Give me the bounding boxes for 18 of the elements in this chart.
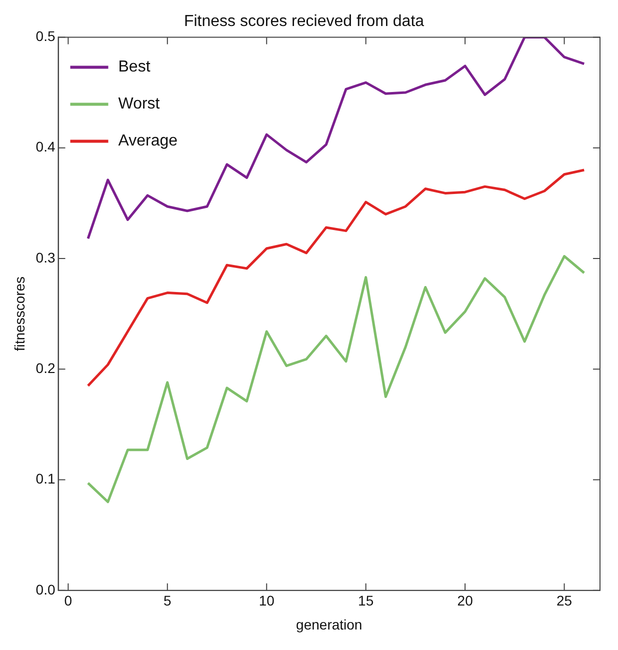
legend-label: Average xyxy=(118,132,178,150)
y-tick-label: 0.5 xyxy=(36,28,56,44)
x-tick-label: 0 xyxy=(64,592,72,609)
legend-label: Worst xyxy=(118,96,160,113)
y-tick-label: 0.3 xyxy=(36,249,56,266)
y-tick-label: 0.0 xyxy=(36,581,56,598)
legend-label: Best xyxy=(118,58,151,76)
x-axis-title: generation xyxy=(296,616,362,632)
y-tick-label: 0.4 xyxy=(36,138,56,155)
x-tick-label: 10 xyxy=(258,592,275,609)
y-tick-label: 0.1 xyxy=(36,470,56,487)
y-axis-title: fitnesscores xyxy=(11,276,28,352)
chart-title: Fitness scores recieved from data xyxy=(184,13,424,30)
x-tick-label: 20 xyxy=(457,592,474,609)
x-tick-label: 15 xyxy=(358,592,374,609)
y-tick-label: 0.2 xyxy=(36,360,56,376)
x-tick-label: 25 xyxy=(556,592,572,609)
x-tick-label: 5 xyxy=(164,592,172,609)
